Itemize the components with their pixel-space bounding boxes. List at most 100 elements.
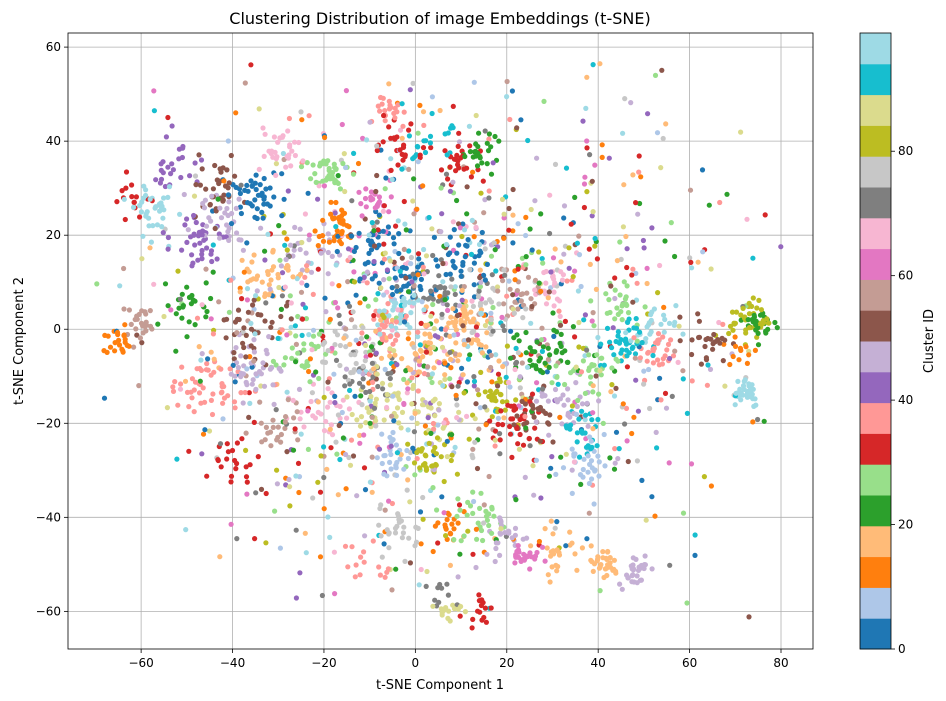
scatter-point (284, 247, 290, 253)
scatter-point (389, 500, 395, 507)
scatter-point (247, 462, 253, 468)
scatter-point (700, 249, 706, 255)
scatter-point (488, 144, 494, 150)
scatter-point (590, 410, 596, 416)
scatter-point (750, 419, 756, 425)
scatter-point (376, 212, 382, 218)
scatter-point (423, 138, 429, 144)
scatter-point (244, 479, 250, 485)
scatter-point (622, 421, 628, 427)
scatter-point (623, 347, 630, 353)
scatter-point (629, 573, 635, 579)
scatter-point (579, 401, 586, 407)
scatter-point (342, 374, 348, 380)
scatter-point (263, 300, 269, 306)
scatter-point (641, 381, 647, 387)
colorbar-tick-label: 20 (898, 518, 913, 532)
scatter-point (254, 206, 260, 212)
scatter-point (565, 386, 571, 392)
scatter-point (692, 532, 698, 538)
scatter-point (137, 214, 143, 220)
scatter-point (333, 224, 339, 230)
scatter-point (257, 182, 263, 188)
scatter-point (377, 331, 383, 337)
scatter-point (387, 353, 393, 359)
scatter-point (241, 344, 247, 351)
scatter-point (572, 268, 578, 274)
scatter-point (282, 242, 288, 248)
scatter-point (534, 339, 540, 345)
scatter-point (480, 537, 486, 544)
scatter-point (474, 332, 480, 338)
scatter-point (651, 306, 658, 312)
scatter-point (641, 368, 647, 374)
scatter-point (529, 247, 535, 253)
scatter-point (393, 462, 399, 468)
scatter-point (193, 182, 199, 188)
scatter-point (271, 194, 277, 200)
scatter-point (647, 331, 653, 337)
scatter-point (491, 240, 497, 246)
scatter-point (653, 340, 659, 346)
scatter-point (640, 237, 647, 244)
scatter-point (400, 530, 406, 536)
scatter-point (337, 342, 343, 349)
scatter-point (688, 461, 695, 467)
scatter-point (134, 316, 140, 322)
scatter-point (708, 266, 714, 272)
scatter-point (443, 605, 449, 611)
scatter-point (283, 256, 289, 263)
scatter-point (458, 538, 464, 544)
scatter-point (571, 451, 577, 457)
scatter-point (213, 208, 219, 214)
scatter-point (464, 184, 470, 190)
scatter-point (719, 335, 725, 341)
scatter-point (233, 184, 239, 190)
scatter-point (656, 337, 662, 343)
scatter-point (430, 603, 436, 609)
scatter-point (337, 362, 343, 369)
scatter-point (373, 297, 379, 303)
scatter-point (546, 289, 552, 295)
scatter-point (544, 545, 550, 551)
scatter-point (470, 616, 476, 623)
scatter-point (388, 466, 394, 472)
scatter-point (583, 105, 589, 111)
scatter-point (442, 372, 448, 378)
scatter-point (285, 397, 291, 403)
scatter-point (625, 575, 631, 581)
scatter-point (532, 287, 538, 293)
scatter-point (433, 318, 439, 324)
scatter-point (455, 358, 461, 364)
scatter-point (618, 309, 624, 315)
scatter-point (399, 166, 405, 172)
scatter-point (301, 341, 307, 347)
scatter-point (375, 322, 381, 328)
scatter-point (284, 262, 290, 269)
scatter-point (574, 403, 580, 410)
scatter-point (515, 543, 521, 549)
scatter-point (337, 238, 343, 244)
scatter-point (604, 556, 610, 563)
colorbar-segment (860, 587, 891, 619)
scatter-point (409, 415, 415, 421)
scatter-point (629, 272, 635, 278)
scatter-point (766, 320, 772, 326)
colorbar-segment (860, 279, 891, 311)
scatter-point (374, 455, 380, 461)
scatter-point (275, 434, 281, 440)
x-tick-label: 60 (682, 656, 697, 670)
scatter-point (389, 176, 395, 183)
scatter-point (252, 214, 258, 220)
scatter-point (375, 383, 381, 390)
scatter-point (509, 88, 515, 94)
scatter-point (232, 319, 239, 325)
scatter-point (584, 536, 590, 542)
scatter-point (388, 194, 394, 200)
scatter-point (524, 364, 531, 370)
scatter-point (321, 444, 327, 450)
scatter-point (406, 127, 412, 133)
scatter-point (154, 222, 160, 228)
scatter-point (279, 171, 285, 177)
scatter-point (351, 150, 357, 156)
